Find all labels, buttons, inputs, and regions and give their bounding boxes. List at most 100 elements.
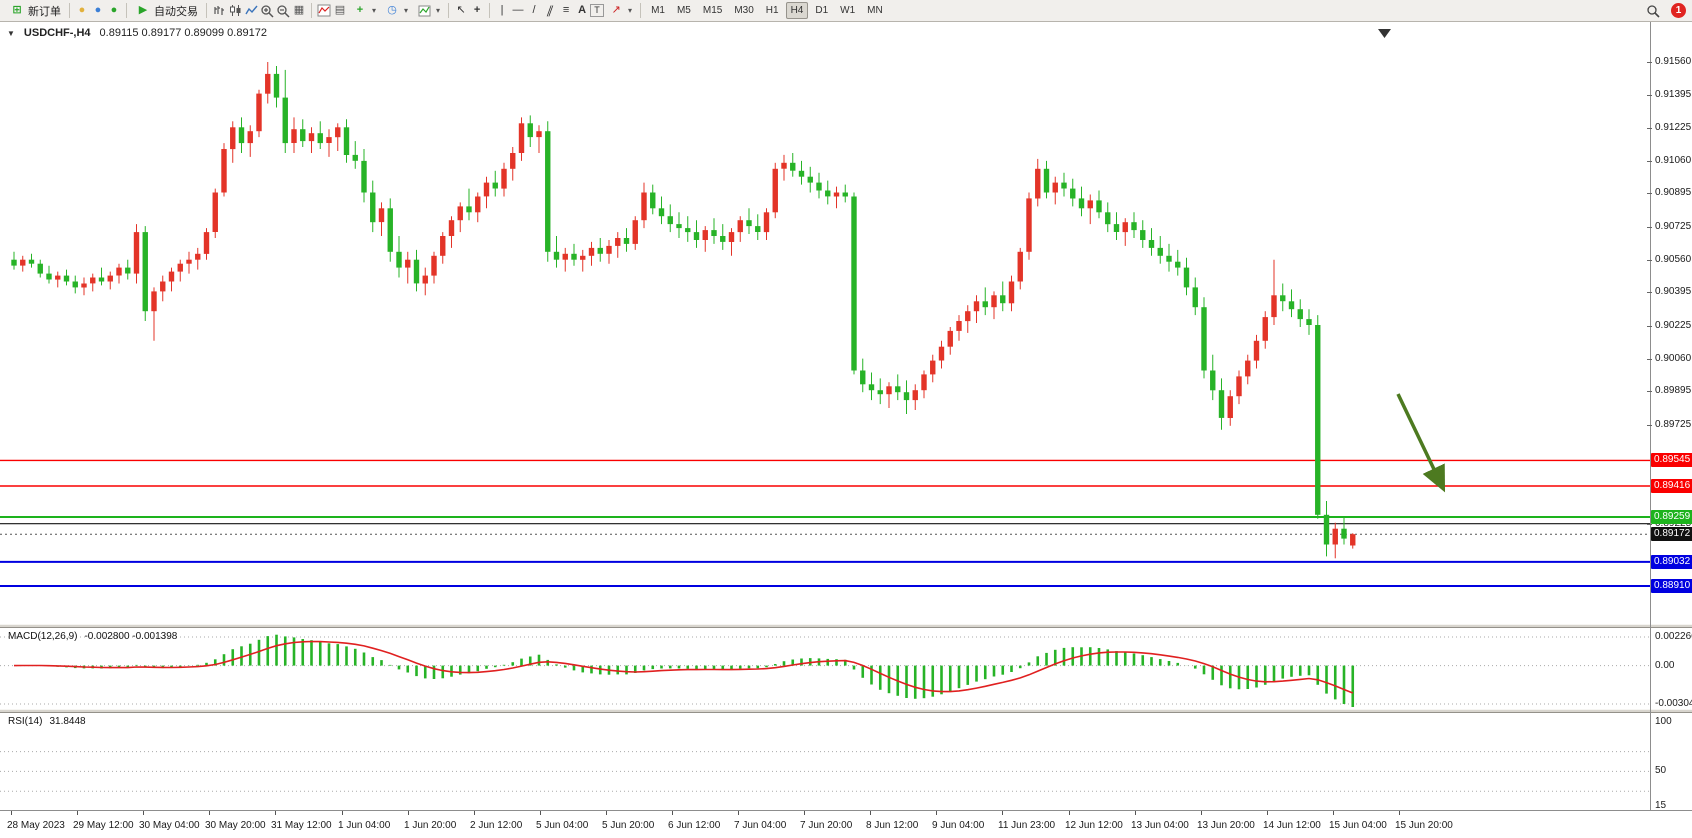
time-label: 9 Jun 04:00 [932, 820, 985, 831]
auto-trading-label: 自动交易 [154, 5, 198, 18]
indicators-icon[interactable] [316, 3, 332, 19]
price-tick: 0.91060 [1655, 155, 1692, 166]
price-level-badge: 0.89032 [1651, 555, 1692, 569]
time-tick-mark [1399, 811, 1400, 815]
objects-list-icon[interactable]: ▤ [334, 4, 346, 16]
time-tick-mark [672, 811, 673, 815]
time-tick-mark [275, 811, 276, 815]
macd-signal-line [13, 640, 1354, 694]
price-tick-mark [1647, 193, 1652, 194]
price-tick-mark [1647, 95, 1652, 96]
globe-icon[interactable]: ● [94, 4, 102, 16]
tile-windows-icon[interactable]: ▦ [293, 4, 305, 16]
time-tick-mark [540, 811, 541, 815]
timeframe-M30[interactable]: M30 [734, 5, 754, 16]
time-axis[interactable]: 28 May 2023 29 May 12:00 30 May 04:00 30 Ma… [0, 810, 1692, 838]
timeframe-H1[interactable]: H1 [765, 5, 779, 16]
rsi-name: RSI(14) [8, 716, 43, 727]
label-tool-icon[interactable]: T [590, 4, 605, 17]
chart-shift-marker-icon[interactable] [1378, 29, 1391, 38]
clock-icon: ◷ [387, 4, 397, 16]
time-tick-mark [1069, 811, 1070, 815]
time-label: 12 Jun 12:00 [1065, 820, 1123, 831]
vertical-line-icon[interactable]: | [500, 4, 504, 16]
horizontal-lines[interactable] [0, 459, 1650, 587]
chevron-down-icon: ▾ [404, 6, 409, 15]
fibonacci-icon[interactable]: ≡ [562, 4, 570, 16]
auto-trading-play-icon: ▶ [138, 4, 148, 16]
hor izontal-line-icon[interactable]: — [512, 4, 524, 16]
time-label: 28 May 2023 [7, 820, 65, 831]
text-tool-icon[interactable]: A [578, 4, 587, 16]
price-tick-mark [1647, 425, 1652, 426]
macd-histogram [21, 634, 1355, 707]
time-label: 7 Jun 20:00 [800, 820, 853, 831]
main-price-chart[interactable] [0, 22, 1650, 624]
timeframe-M15[interactable]: M15 [702, 5, 723, 16]
time-label: 6 Jun 12:00 [668, 820, 721, 831]
price-tick: 0.90560 [1655, 254, 1692, 265]
lightbulb-icon[interactable]: ● [78, 4, 86, 16]
annotation-arrow[interactable] [1396, 393, 1446, 493]
new-order-button[interactable]: ⊞ 新订单 [5, 2, 65, 20]
bar-chart-icon[interactable] [211, 3, 227, 19]
time-label: 31 May 12:00 [271, 820, 332, 831]
price-level-badge: 0.89259 [1651, 510, 1692, 524]
new-order-label: 新订单 [28, 5, 61, 18]
zoom-out-icon[interactable] [275, 3, 291, 19]
time-label: 5 Jun 04:00 [536, 820, 589, 831]
time-label: 14 Jun 12:00 [1263, 820, 1321, 831]
rsi-label: RSI(14) 31.8448 [8, 716, 86, 727]
time-tick-mark [606, 811, 607, 815]
timeframe-M5[interactable]: M5 [676, 5, 691, 16]
rsi-axis-tick: 15 [1655, 800, 1667, 811]
separator [448, 3, 450, 18]
community-icon[interactable]: ● [110, 4, 118, 16]
panel-divider[interactable] [0, 624, 1692, 628]
time-label: 7 Jun 04:00 [734, 820, 787, 831]
price-tick: 0.91225 [1655, 122, 1692, 133]
period-dropdown[interactable]: ◷ ▾ [380, 2, 412, 20]
price-tick: 0.89895 [1655, 385, 1692, 396]
timeframe-H4[interactable]: H4 [785, 2, 809, 19]
search-icon[interactable] [1645, 3, 1661, 19]
timeframe-MN[interactable]: MN [867, 5, 883, 16]
separator [126, 3, 127, 18]
price-tick: 0.91395 [1655, 89, 1692, 100]
timeframe-D1[interactable]: D1 [815, 5, 829, 16]
macd-panel[interactable] [0, 628, 1650, 709]
chevron-down-icon: ▾ [436, 6, 441, 15]
timeframe-W1[interactable]: W1 [840, 5, 856, 16]
price-tick: 0.91560 [1655, 56, 1692, 67]
toolbar: ⊞ 新订单 ● ● ● ▶ 自动交易 ▦ ▤ [0, 0, 1692, 22]
price-tick: 0.90395 [1655, 286, 1692, 297]
price-tick-mark [1647, 391, 1652, 392]
shapes-dropdown[interactable]: ↗ ▾ [604, 2, 636, 20]
auto-trading-button[interactable]: ▶ 自动交易 [131, 2, 202, 20]
time-label: 15 Jun 04:00 [1329, 820, 1387, 831]
ohlc-values: 0.89115 0.89177 0.89099 0.89172 [99, 27, 267, 39]
timeframe-M1[interactable]: M1 [651, 5, 665, 16]
time-tick-mark [11, 811, 12, 815]
zoom-in-icon[interactable] [259, 3, 275, 19]
template-dropdown[interactable]: ▾ [412, 2, 444, 20]
rsi-panel[interactable] [0, 713, 1650, 810]
time-label: 5 Jun 20:00 [602, 820, 655, 831]
price-tick-mark [1647, 161, 1652, 162]
candlestick-chart-icon[interactable] [227, 3, 243, 19]
price-tick: 0.90895 [1655, 187, 1692, 198]
time-label: 1 Jun 20:00 [404, 820, 457, 831]
add-indicator-dropdown[interactable]: + ▾ [348, 2, 380, 20]
macd-name: MACD(12,26,9) [8, 631, 78, 642]
separator [640, 3, 642, 18]
time-label: 1 Jun 04:00 [338, 820, 391, 831]
trendline-icon[interactable]: / [532, 4, 536, 16]
line-chart-icon[interactable] [243, 3, 259, 19]
chart-menu-triangle-icon[interactable]: ▼ [7, 28, 15, 38]
cursor-icon[interactable]: ↖ [456, 4, 466, 16]
crosshair-icon[interactable]: + [473, 4, 481, 16]
panel-divider[interactable] [0, 709, 1692, 713]
price-tick: 0.90225 [1655, 320, 1692, 331]
notification-badge[interactable]: 1 [1671, 3, 1686, 18]
